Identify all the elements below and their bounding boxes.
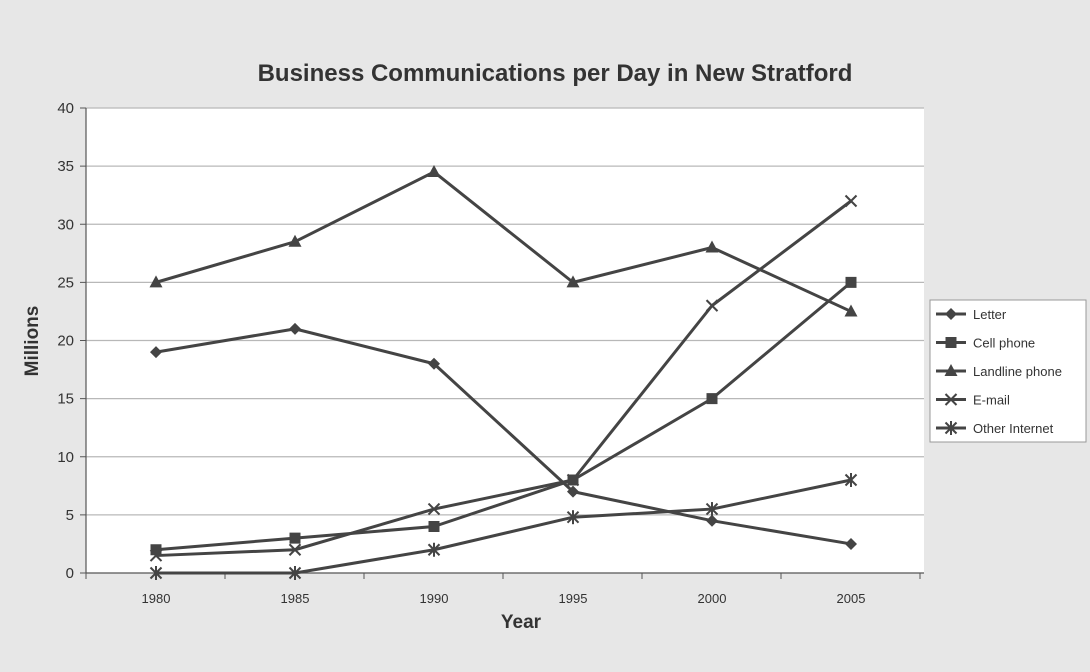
chart-title: Business Communications per Day in New S… — [258, 60, 853, 87]
y-tick-label: 35 — [57, 158, 74, 175]
legend-label: Letter — [973, 307, 1007, 322]
legend-label: Cell phone — [973, 336, 1035, 351]
data-point-cell-phone — [846, 277, 857, 288]
data-point-cell-phone — [707, 393, 718, 404]
y-tick-label: 0 — [66, 565, 74, 582]
x-tick-label: 1980 — [142, 591, 171, 606]
legend-label: Other Internet — [973, 421, 1054, 436]
y-axis-title: Millions — [22, 306, 43, 377]
x-tick-label: 2000 — [698, 591, 727, 606]
y-tick-labels: 0 5 10 15 20 25 30 35 40 — [57, 100, 74, 582]
legend: Letter Cell phone Landline phone E-mail Othe… — [930, 300, 1086, 442]
y-tick-label: 15 — [57, 391, 74, 408]
x-tick-label: 1985 — [281, 591, 310, 606]
x-axis-title: Year — [501, 612, 542, 633]
y-tick-label: 25 — [57, 274, 74, 291]
data-point-cell-phone — [151, 544, 162, 555]
y-tick-label: 5 — [66, 507, 74, 524]
x-tick-label: 1990 — [420, 591, 449, 606]
y-tick-label: 20 — [57, 333, 74, 350]
legend-label: E-mail — [973, 393, 1010, 408]
x-tick-labels: 1980 1985 1990 1995 2000 2005 — [142, 591, 866, 606]
x-tick-label: 2005 — [837, 591, 866, 606]
legend-marker — [946, 337, 957, 348]
x-tick-label: 1995 — [559, 591, 588, 606]
data-point-cell-phone — [429, 521, 440, 532]
y-tick-label: 30 — [57, 216, 74, 233]
legend-label: Landline phone — [973, 364, 1062, 379]
y-tick-label: 40 — [57, 100, 74, 117]
data-point-cell-phone — [290, 533, 301, 544]
y-tick-label: 10 — [57, 449, 74, 466]
